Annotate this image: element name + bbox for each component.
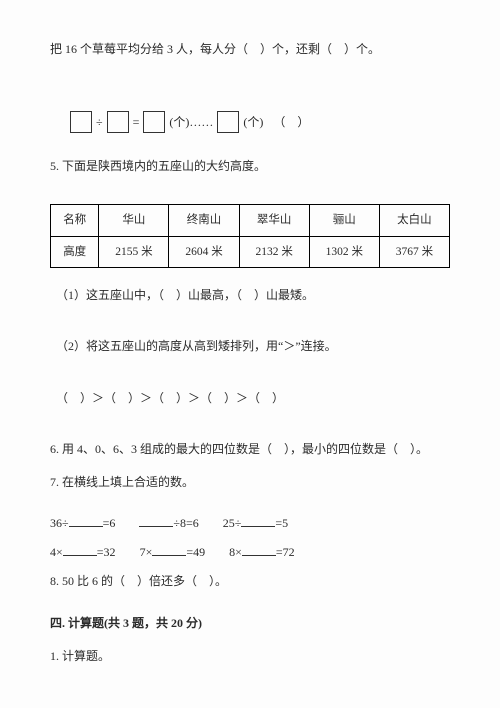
fill-row-1: 36÷=6 ÷8=6 25÷=5 [50, 514, 450, 533]
equals-sign: = [133, 113, 140, 132]
td-val: 2132 米 [239, 236, 309, 267]
fill-d: 4×=32 [50, 543, 116, 562]
td-label: 高度 [51, 236, 99, 267]
th-huashan: 华山 [99, 205, 169, 236]
table-row: 高度 2155 米 2604 米 2132 米 1302 米 3767 米 [51, 236, 450, 267]
td-val: 1302 米 [309, 236, 379, 267]
td-val: 2604 米 [169, 236, 239, 267]
trailing-paren: （ ） [273, 113, 309, 132]
eq-box-divisor[interactable] [107, 111, 129, 133]
blank[interactable] [241, 515, 275, 527]
table-row: 名称 华山 终南山 翠华山 骊山 太白山 [51, 205, 450, 236]
blank[interactable] [139, 515, 173, 527]
q8: 8. 50 比 6 的（ ）倍还多（ ）。 [50, 572, 450, 591]
mountain-table: 名称 华山 终南山 翠华山 骊山 太白山 高度 2155 米 2604 米 21… [50, 204, 450, 268]
th-name: 名称 [51, 205, 99, 236]
fill-c: 25÷=5 [223, 514, 288, 533]
fill-e: 7×=49 [140, 543, 206, 562]
blank[interactable] [242, 544, 276, 556]
td-val: 2155 米 [99, 236, 169, 267]
fill-f: 8×=72 [229, 543, 295, 562]
question-share: 把 16 个草莓平均分给 3 人，每人分（ ）个，还剩（ ）个。 [50, 40, 450, 59]
blank[interactable] [152, 544, 186, 556]
eq-box-dividend[interactable] [70, 111, 92, 133]
q6: 6. 用 4、0、6、3 组成的最大的四位数是（ ），最小的四位数是（ ）。 [50, 440, 450, 459]
th-taibaishan: 太白山 [379, 205, 449, 236]
th-cuihuashan: 翠华山 [239, 205, 309, 236]
section-4-title: 四. 计算题(共 3 题，共 20 分) [50, 614, 450, 633]
q5-intro: 5. 下面是陕西境内的五座山的大约高度。 [50, 157, 450, 176]
division-sign: ÷ [96, 113, 103, 132]
fill-a: 36÷=6 [50, 514, 115, 533]
eq-box-remainder[interactable] [217, 111, 239, 133]
blank[interactable] [63, 544, 97, 556]
q5-sub2: （2）将这五座山的高度从高到矮排列，用“＞”连接。 [50, 337, 450, 356]
unit-1: (个)…… [169, 113, 213, 132]
blank[interactable] [69, 515, 103, 527]
unit-2: (个) [243, 113, 263, 132]
q5-sub1: （1）这五座山中，（ ）山最高，（ ）山最矮。 [50, 286, 450, 305]
fill-row-2: 4×=32 7×=49 8×=72 [50, 543, 450, 562]
q5-compare: （ ）＞（ ）＞（ ）＞（ ）＞（ ） [50, 389, 450, 408]
th-lishan: 骊山 [309, 205, 379, 236]
section-4-item1: 1. 计算题。 [50, 647, 450, 666]
fill-b: ÷8=6 [139, 514, 198, 533]
eq-box-quotient[interactable] [143, 111, 165, 133]
th-zhongnanshan: 终南山 [169, 205, 239, 236]
q7: 7. 在横线上填上合适的数。 [50, 473, 450, 492]
td-val: 3767 米 [379, 236, 449, 267]
equation-row: ÷ = (个)…… (个) （ ） [70, 111, 450, 133]
